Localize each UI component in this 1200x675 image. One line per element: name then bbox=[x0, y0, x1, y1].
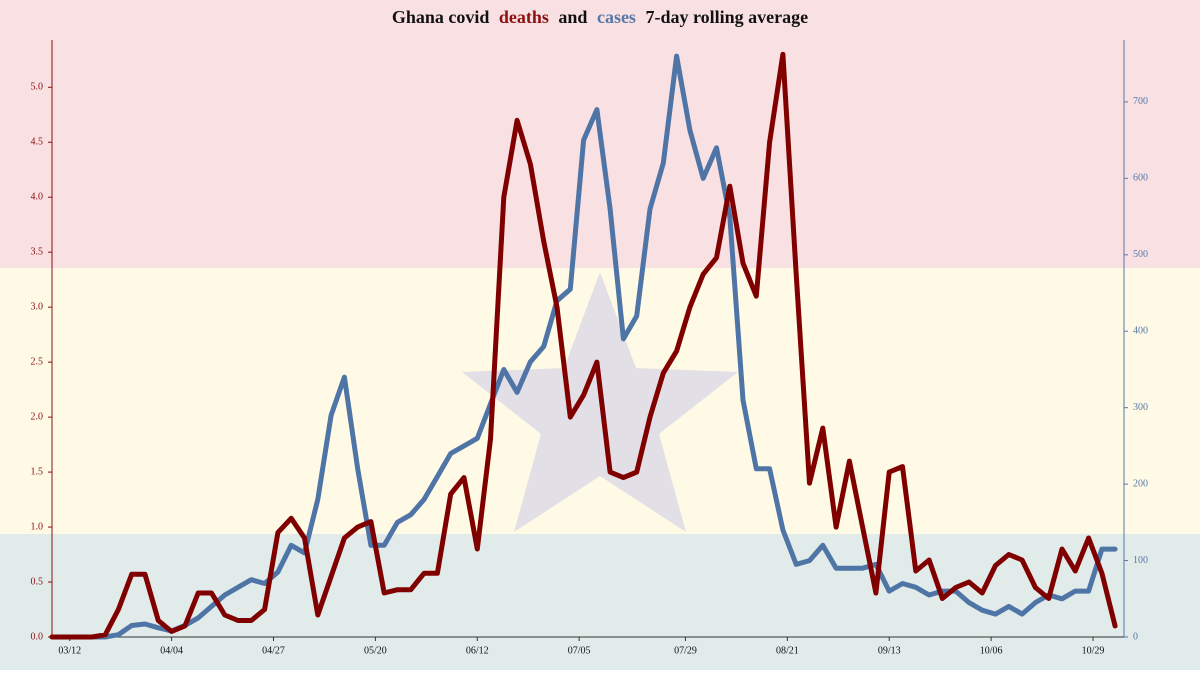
x-tick-label: 09/13 bbox=[878, 645, 901, 656]
y2-tick-label: 700 bbox=[1133, 96, 1148, 107]
title-part: deaths bbox=[499, 7, 549, 27]
x-tick-label: 07/29 bbox=[674, 645, 697, 656]
y-tick-label: 3.0 bbox=[31, 301, 44, 312]
y-tick-label: 2.0 bbox=[31, 411, 44, 422]
y-tick-label: 1.5 bbox=[31, 466, 44, 477]
y2-tick-label: 200 bbox=[1133, 478, 1148, 489]
title-part: cases bbox=[597, 7, 636, 27]
x-tick-label: 10/06 bbox=[980, 645, 1003, 656]
y2-tick-label: 0 bbox=[1133, 631, 1138, 642]
x-tick-label: 05/20 bbox=[364, 645, 387, 656]
chart-title: Ghana covid deaths and cases 7-day rolli… bbox=[392, 7, 808, 27]
y-tick-label: 0.0 bbox=[31, 631, 44, 642]
title-part: and bbox=[558, 7, 587, 27]
x-tick-label: 07/05 bbox=[568, 645, 591, 656]
y-tick-label: 1.0 bbox=[31, 521, 44, 532]
flag-green-band bbox=[0, 534, 1200, 670]
y-tick-label: 4.0 bbox=[31, 192, 44, 203]
y2-tick-label: 600 bbox=[1133, 173, 1148, 184]
title-part: 7-day rolling average bbox=[645, 7, 808, 27]
y-tick-label: 3.5 bbox=[31, 246, 44, 257]
title-part: Ghana covid bbox=[392, 7, 490, 27]
series-line bbox=[49, 51, 1118, 640]
y2-tick-label: 300 bbox=[1133, 402, 1148, 413]
y2-tick-label: 400 bbox=[1133, 326, 1148, 337]
x-tick-label: 08/21 bbox=[776, 645, 799, 656]
y-tick-label: 2.5 bbox=[31, 356, 44, 367]
y2-tick-label: 100 bbox=[1133, 555, 1148, 566]
y2-tick-label: 500 bbox=[1133, 249, 1148, 260]
y-tick-label: 0.5 bbox=[31, 576, 44, 587]
x-tick-label: 04/04 bbox=[160, 645, 183, 656]
y-tick-label: 5.0 bbox=[31, 82, 44, 93]
y-tick-label: 4.5 bbox=[31, 137, 44, 148]
x-tick-label: 06/12 bbox=[466, 645, 489, 656]
x-tick-label: 04/27 bbox=[262, 645, 285, 656]
x-tick-label: 10/29 bbox=[1082, 645, 1105, 656]
x-tick-label: 03/12 bbox=[58, 645, 81, 656]
